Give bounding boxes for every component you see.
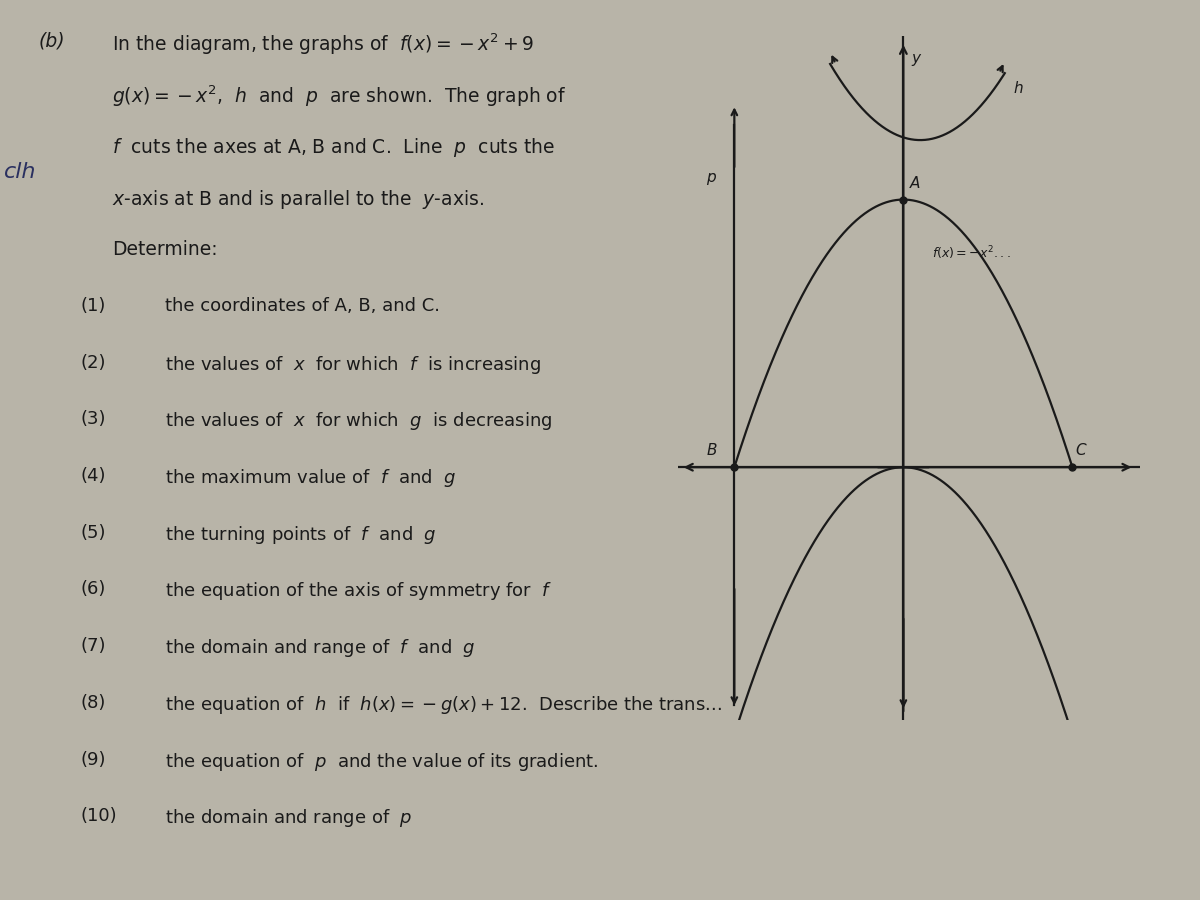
- Text: (9): (9): [80, 751, 107, 769]
- Text: (4): (4): [80, 467, 107, 485]
- Text: the values of  $x$  for which  $f$  is increasing: the values of $x$ for which $f$ is incre…: [164, 354, 541, 375]
- Text: In the diagram, the graphs of  $f(x) = -x^2 + 9$: In the diagram, the graphs of $f(x) = -x…: [113, 32, 534, 57]
- Text: (3): (3): [80, 410, 107, 428]
- Text: (6): (6): [80, 580, 106, 598]
- Text: the maximum value of  $f$  and  $g$: the maximum value of $f$ and $g$: [164, 467, 456, 489]
- Text: the equation of  $h$  if  $h(x) = -g(x)+12$.  Describe the trans...: the equation of $h$ if $h(x) = -g(x)+12$…: [164, 694, 722, 716]
- Text: y: y: [912, 51, 920, 66]
- Text: (b): (b): [38, 32, 65, 50]
- Text: (5): (5): [80, 524, 107, 542]
- Text: C: C: [1075, 444, 1086, 458]
- Text: $f$  cuts the axes at A, B and C.  Line  $p$  cuts the: $f$ cuts the axes at A, B and C. Line $p…: [113, 136, 556, 159]
- Text: the domain and range of  $f$  and  $g$: the domain and range of $f$ and $g$: [164, 637, 475, 659]
- Text: $f(x){=}{-}x^2...$: $f(x){=}{-}x^2...$: [931, 244, 1010, 262]
- Text: (7): (7): [80, 637, 107, 655]
- Text: (2): (2): [80, 354, 107, 372]
- Text: clh: clh: [4, 162, 36, 182]
- Text: (10): (10): [80, 807, 118, 825]
- Text: the domain and range of  $p$: the domain and range of $p$: [164, 807, 413, 829]
- Text: (8): (8): [80, 694, 106, 712]
- Text: the turning points of  $f$  and  $g$: the turning points of $f$ and $g$: [164, 524, 437, 545]
- Text: B: B: [706, 444, 716, 458]
- Text: the coordinates of A, B, and C.: the coordinates of A, B, and C.: [164, 297, 440, 315]
- Text: $g(x) = -x^2$,  $h$  and  $p$  are shown.  The graph of: $g(x) = -x^2$, $h$ and $p$ are shown. Th…: [113, 84, 566, 109]
- Text: A: A: [910, 176, 920, 191]
- Text: Determine:: Determine:: [113, 240, 218, 259]
- Text: h: h: [1013, 81, 1022, 95]
- Text: the equation of the axis of symmetry for  $f$: the equation of the axis of symmetry for…: [164, 580, 552, 602]
- Text: p: p: [706, 170, 715, 184]
- Text: the equation of  $p$  and the value of its gradient.: the equation of $p$ and the value of its…: [164, 751, 599, 772]
- Text: (1): (1): [80, 297, 106, 315]
- Text: $x$-axis at B and is parallel to the  $y$-axis.: $x$-axis at B and is parallel to the $y$…: [113, 188, 485, 212]
- Text: the values of  $x$  for which  $g$  is decreasing: the values of $x$ for which $g$ is decre…: [164, 410, 552, 432]
